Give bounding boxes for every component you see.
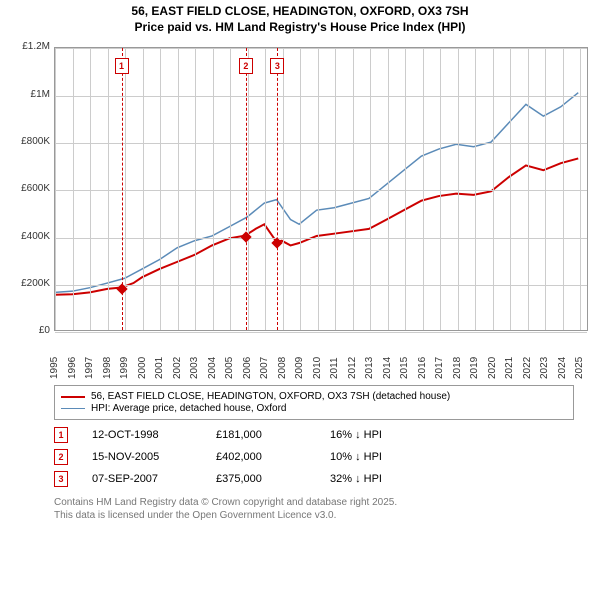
x-axis-label: 2024 [557, 339, 568, 379]
event-row: 3 07-SEP-2007 £375,000 32% ↓ HPI [54, 468, 596, 490]
x-axis-label: 2020 [487, 339, 498, 379]
event-table: 1 12-OCT-1998 £181,000 16% ↓ HPI 2 15-NOV-200… [54, 424, 596, 490]
x-axis-label: 2016 [417, 339, 428, 379]
chart-lines [55, 48, 587, 330]
x-axis-label: 2006 [242, 339, 253, 379]
event-row: 1 12-OCT-1998 £181,000 16% ↓ HPI [54, 424, 596, 446]
marker-number-box: 1 [115, 58, 129, 74]
x-axis-label: 1995 [49, 339, 60, 379]
y-axis-label: £400K [12, 231, 50, 242]
event-diff: 10% ↓ HPI [330, 451, 420, 463]
legend-item: 56, EAST FIELD CLOSE, HEADINGTON, OXFORD… [61, 391, 567, 402]
x-axis-label: 2009 [294, 339, 305, 379]
marker-number-box: 3 [270, 58, 284, 74]
event-diff: 32% ↓ HPI [330, 473, 420, 485]
x-axis-label: 2005 [224, 339, 235, 379]
event-price: £181,000 [216, 429, 306, 441]
footer-line1: Contains HM Land Registry data © Crown c… [54, 496, 596, 509]
x-axis-label: 2014 [382, 339, 393, 379]
x-axis-label: 2002 [172, 339, 183, 379]
title-line1: 56, EAST FIELD CLOSE, HEADINGTON, OXFORD… [4, 4, 596, 20]
x-axis-label: 2025 [574, 339, 585, 379]
y-axis-label: £0 [12, 325, 50, 336]
x-axis-label: 2017 [434, 339, 445, 379]
x-axis-label: 1998 [102, 339, 113, 379]
y-axis-label: £1M [12, 89, 50, 100]
x-axis-label: 2010 [312, 339, 323, 379]
event-price: £402,000 [216, 451, 306, 463]
chart-title: 56, EAST FIELD CLOSE, HEADINGTON, OXFORD… [4, 4, 596, 35]
footer-attribution: Contains HM Land Registry data © Crown c… [54, 496, 596, 522]
legend-label: HPI: Average price, detached house, Oxfo… [91, 403, 287, 414]
event-date: 07-SEP-2007 [92, 473, 192, 485]
x-axis-label: 1997 [84, 339, 95, 379]
legend-swatch [61, 408, 85, 410]
title-line2: Price paid vs. HM Land Registry's House … [4, 20, 596, 36]
x-axis-label: 2019 [469, 339, 480, 379]
y-axis-label: £200K [12, 278, 50, 289]
event-number-box: 1 [54, 427, 68, 443]
y-axis-label: £1.2M [12, 41, 50, 52]
x-axis-label: 2008 [277, 339, 288, 379]
event-number-box: 2 [54, 449, 68, 465]
event-number-box: 3 [54, 471, 68, 487]
x-axis-label: 2003 [189, 339, 200, 379]
price-chart: 1 2 3 £0 £200K £400K £600K £800K £1M £1.2M 1995 19… [12, 39, 596, 379]
event-row: 2 15-NOV-2005 £402,000 10% ↓ HPI [54, 446, 596, 468]
event-price: £375,000 [216, 473, 306, 485]
legend-item: HPI: Average price, detached house, Oxfo… [61, 403, 567, 414]
x-axis-label: 2021 [504, 339, 515, 379]
legend-swatch [61, 396, 85, 398]
event-diff: 16% ↓ HPI [330, 429, 420, 441]
x-axis-label: 2015 [399, 339, 410, 379]
x-axis-label: 2023 [539, 339, 550, 379]
x-axis-label: 2013 [364, 339, 375, 379]
marker-vline [246, 48, 247, 330]
marker-vline [277, 48, 278, 330]
x-axis-label: 2000 [137, 339, 148, 379]
x-axis-label: 1999 [119, 339, 130, 379]
plot-area: 1 2 3 [54, 47, 588, 331]
event-date: 15-NOV-2005 [92, 451, 192, 463]
footer-line2: This data is licensed under the Open Gov… [54, 509, 596, 522]
x-axis-label: 2007 [259, 339, 270, 379]
marker-number-box: 2 [239, 58, 253, 74]
legend-label: 56, EAST FIELD CLOSE, HEADINGTON, OXFORD… [91, 391, 450, 402]
x-axis-label: 2001 [154, 339, 165, 379]
y-axis-label: £800K [12, 136, 50, 147]
event-date: 12-OCT-1998 [92, 429, 192, 441]
x-axis-label: 2004 [207, 339, 218, 379]
x-axis-label: 1996 [67, 339, 78, 379]
legend: 56, EAST FIELD CLOSE, HEADINGTON, OXFORD… [54, 385, 574, 420]
x-axis-label: 2011 [329, 339, 340, 379]
y-axis-label: £600K [12, 183, 50, 194]
x-axis-label: 2022 [522, 339, 533, 379]
x-axis-label: 2012 [347, 339, 358, 379]
x-axis-label: 2018 [452, 339, 463, 379]
